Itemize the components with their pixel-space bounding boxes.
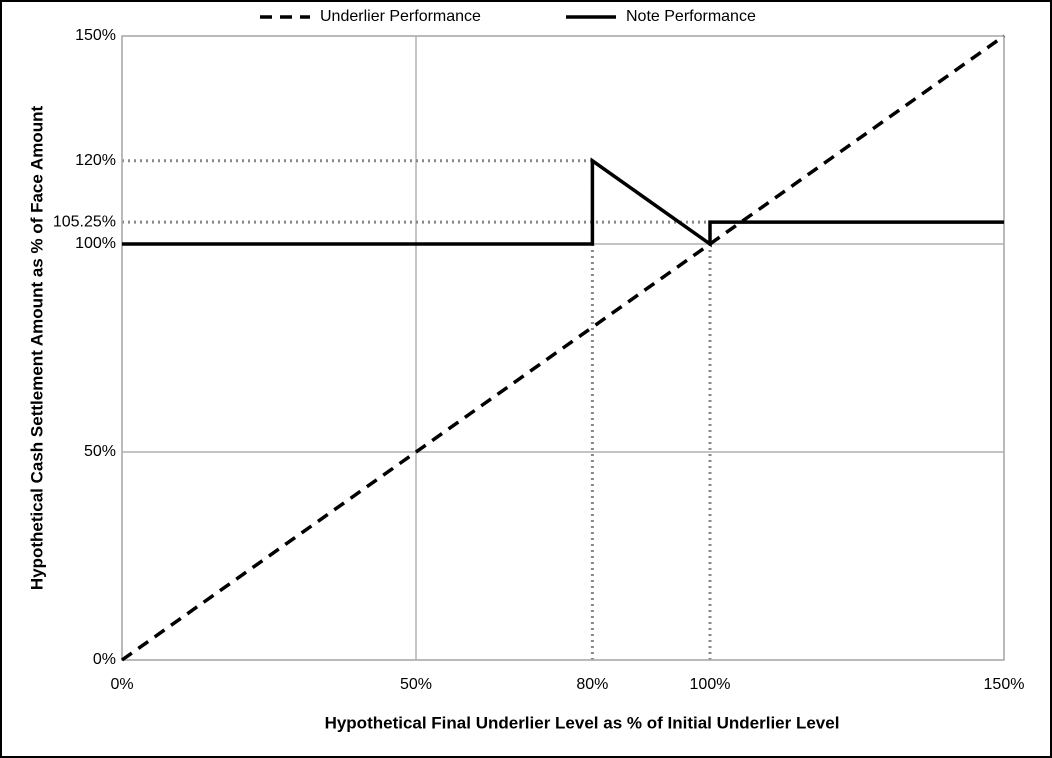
x-axis-label: Hypothetical Final Underlier Level as % … <box>325 713 840 732</box>
plot-frame <box>121 35 1005 661</box>
y-tick-label: 150% <box>75 27 116 44</box>
legend-label: Underlier Performance <box>320 8 481 25</box>
y-tick-label: 105.25% <box>53 213 116 230</box>
x-tick-label: 0% <box>110 676 133 693</box>
legend-label: Note Performance <box>626 8 756 25</box>
series-line <box>122 157 1004 248</box>
y-axis-label: Hypothetical Cash Settlement Amount as %… <box>27 106 46 591</box>
x-tick-label: 80% <box>576 676 608 693</box>
y-tick-label: 0% <box>93 651 116 668</box>
x-tick-label: 50% <box>400 676 432 693</box>
y-tick-label: 100% <box>75 235 116 252</box>
series-line <box>120 34 1006 662</box>
y-tick-label: 50% <box>84 443 116 460</box>
x-tick-label: 150% <box>984 676 1025 693</box>
y-tick-label: 120% <box>75 152 116 169</box>
x-tick-label: 100% <box>690 676 731 693</box>
